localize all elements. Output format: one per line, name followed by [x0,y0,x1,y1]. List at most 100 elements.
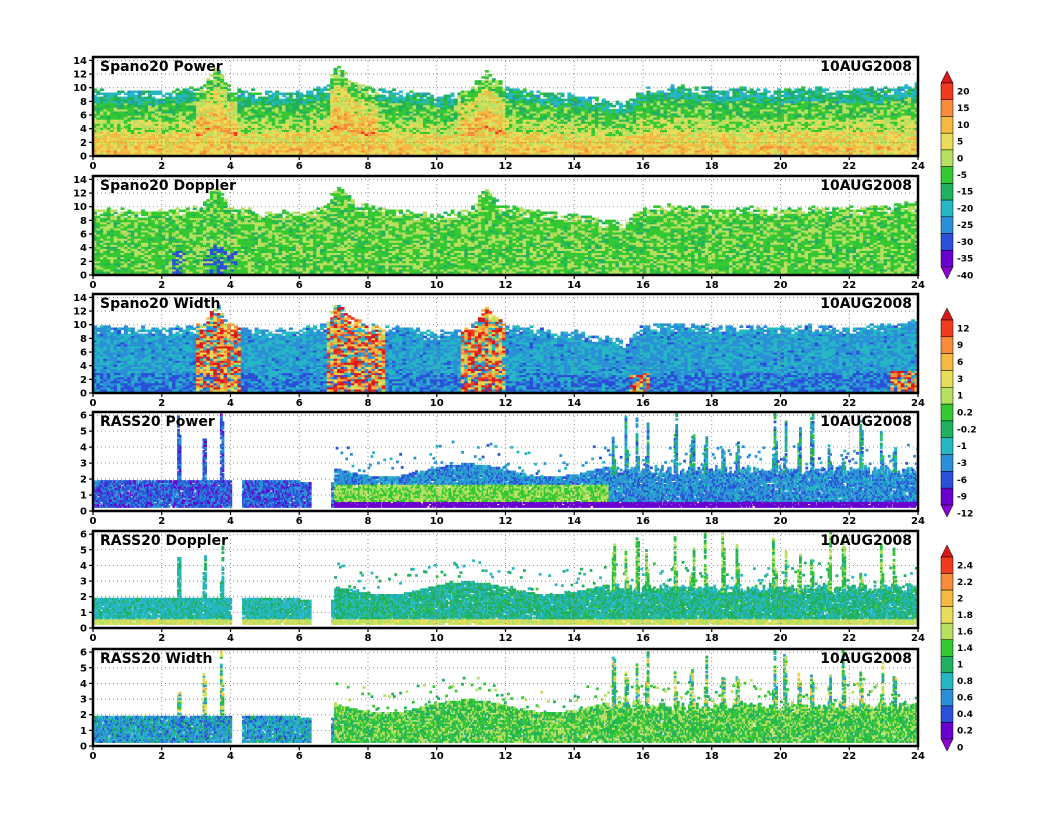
data-cell [230,119,235,122]
data-cell [288,94,293,98]
data-cell [213,151,218,155]
data-cell [141,131,146,134]
data-cell [130,117,135,120]
data-cell [175,94,180,98]
data-cell [629,98,634,102]
data-cell [426,139,431,143]
data-cell [288,110,293,114]
data-cell [337,106,342,110]
data-cell [412,135,417,139]
data-cell [175,121,180,124]
data-cell [178,104,183,108]
data-cell [203,96,207,100]
data-cell [99,133,104,137]
data-cell [244,135,249,139]
data-cell [491,110,496,114]
data-cell [460,113,465,116]
data-cell [471,108,476,112]
data-cell [189,151,194,155]
data-cell [450,102,455,106]
data-cell [268,117,273,120]
data-cell [278,137,283,141]
data-cell [594,106,599,110]
data-cell [605,151,610,155]
data-cell [313,129,317,132]
data-cell [488,141,493,145]
data-cell [175,123,180,126]
data-cell [419,110,424,114]
data-cell [426,110,431,114]
data-cell [340,78,345,81]
data-cell [237,106,242,110]
data-cell [337,141,342,145]
data-cell [103,131,108,134]
data-cell [536,135,541,139]
data-cell [326,127,331,130]
data-cell [385,102,390,106]
data-cell [440,104,445,108]
data-cell [117,98,122,102]
data-cell [340,117,345,120]
data-cell [567,125,572,128]
data-cell [419,94,424,98]
data-cell [368,108,372,112]
data-cell [560,125,565,128]
data-cell [457,135,462,139]
data-cell [261,100,266,104]
data-cell [230,113,235,116]
data-cell [127,100,132,104]
data-cell [498,104,503,108]
data-cell [405,149,410,153]
data-cell [405,147,410,151]
data-cell [457,106,462,110]
data-cell [123,117,128,120]
data-cell [625,102,630,106]
data-cell [550,106,555,110]
data-cell [182,139,187,143]
data-cell [199,151,204,155]
data-cell [254,123,259,126]
data-cell [161,145,166,149]
data-cell [484,139,489,143]
data-cell [488,104,493,108]
data-cell [285,135,290,139]
data-cell [161,151,166,155]
data-cell [127,102,132,106]
data-cell [560,147,565,151]
data-cell [192,135,197,139]
data-cell [515,117,520,120]
data-cell [209,113,214,116]
data-cell [175,129,180,132]
data-cell [512,98,517,102]
data-cell [543,139,548,143]
data-cell [110,127,115,130]
data-cell [192,98,197,102]
data-cell [333,119,338,122]
data-cell [185,119,190,122]
data-cell [539,125,544,128]
data-cell [388,129,393,132]
data-cell [148,104,152,108]
data-cell [526,102,531,106]
data-cell [371,143,376,147]
data-cell [594,123,599,126]
data-cell [189,133,194,137]
data-cell [185,145,190,149]
data-cell [309,90,314,94]
data-cell [481,102,486,106]
data-cell [395,102,400,106]
data-cell [392,135,397,139]
data-cell [402,106,407,110]
data-cell [103,94,108,98]
data-cell [563,108,568,112]
data-cell [258,115,262,118]
data-cell [161,117,166,120]
data-cell [594,145,599,149]
data-cell [175,102,180,106]
data-cell [450,110,455,114]
data-cell [512,125,517,128]
data-cell [172,139,177,143]
data-cell [416,137,421,141]
data-cell [192,147,197,151]
data-cell [388,115,393,118]
